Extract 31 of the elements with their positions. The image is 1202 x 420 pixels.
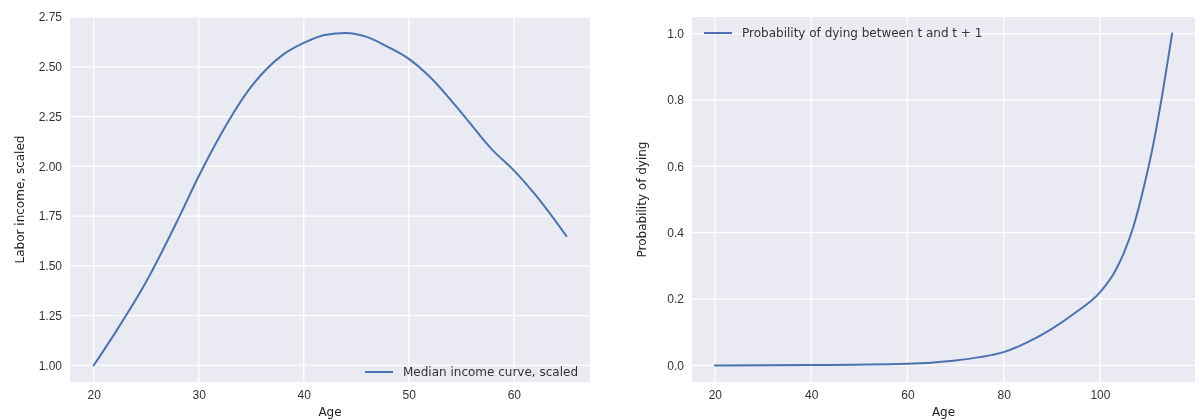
y-tick-label: 2.00 <box>38 159 63 174</box>
x-axis-title: Age <box>931 405 956 419</box>
y-axis-title: Labor income, scaled <box>13 135 27 264</box>
x-tick-label: 20 <box>87 387 102 402</box>
x-tick-label: 20 <box>708 387 723 402</box>
y-axis-title: Probability of dying <box>635 141 649 258</box>
x-axis-title: Age <box>318 405 342 419</box>
y-tick-label: 0.8 <box>667 93 685 108</box>
y-tick-label: 1.00 <box>38 358 63 373</box>
y-tick-label: 0.2 <box>667 292 685 307</box>
x-tick-label: 100 <box>1090 387 1111 402</box>
y-tick-label: 1.50 <box>38 259 63 274</box>
y-tick-label: 0.6 <box>667 159 685 174</box>
x-tick-label: 30 <box>192 387 207 402</box>
y-tick-label: 2.50 <box>38 60 63 75</box>
x-tick-label: 40 <box>804 387 819 402</box>
x-tick-label: 60 <box>901 387 915 402</box>
x-tick-label: 40 <box>297 387 312 402</box>
y-tick-label: 0.0 <box>667 358 685 373</box>
y-tick-label: 1.75 <box>38 209 63 224</box>
x-tick-label: 60 <box>507 387 522 402</box>
x-tick-label: 80 <box>997 387 1012 402</box>
x-tick-label: 50 <box>402 387 417 402</box>
legend-label: Probability of dying between t and t + 1 <box>742 26 983 40</box>
y-tick-label: 1.0 <box>667 26 685 41</box>
y-tick-label: 0.4 <box>667 226 685 241</box>
y-tick-label: 2.25 <box>38 109 63 124</box>
y-tick-label: 2.75 <box>38 10 63 25</box>
y-tick-label: 1.25 <box>38 309 63 324</box>
line-series <box>92 31 568 367</box>
legend-label: Median income curve, scaled <box>402 365 578 379</box>
